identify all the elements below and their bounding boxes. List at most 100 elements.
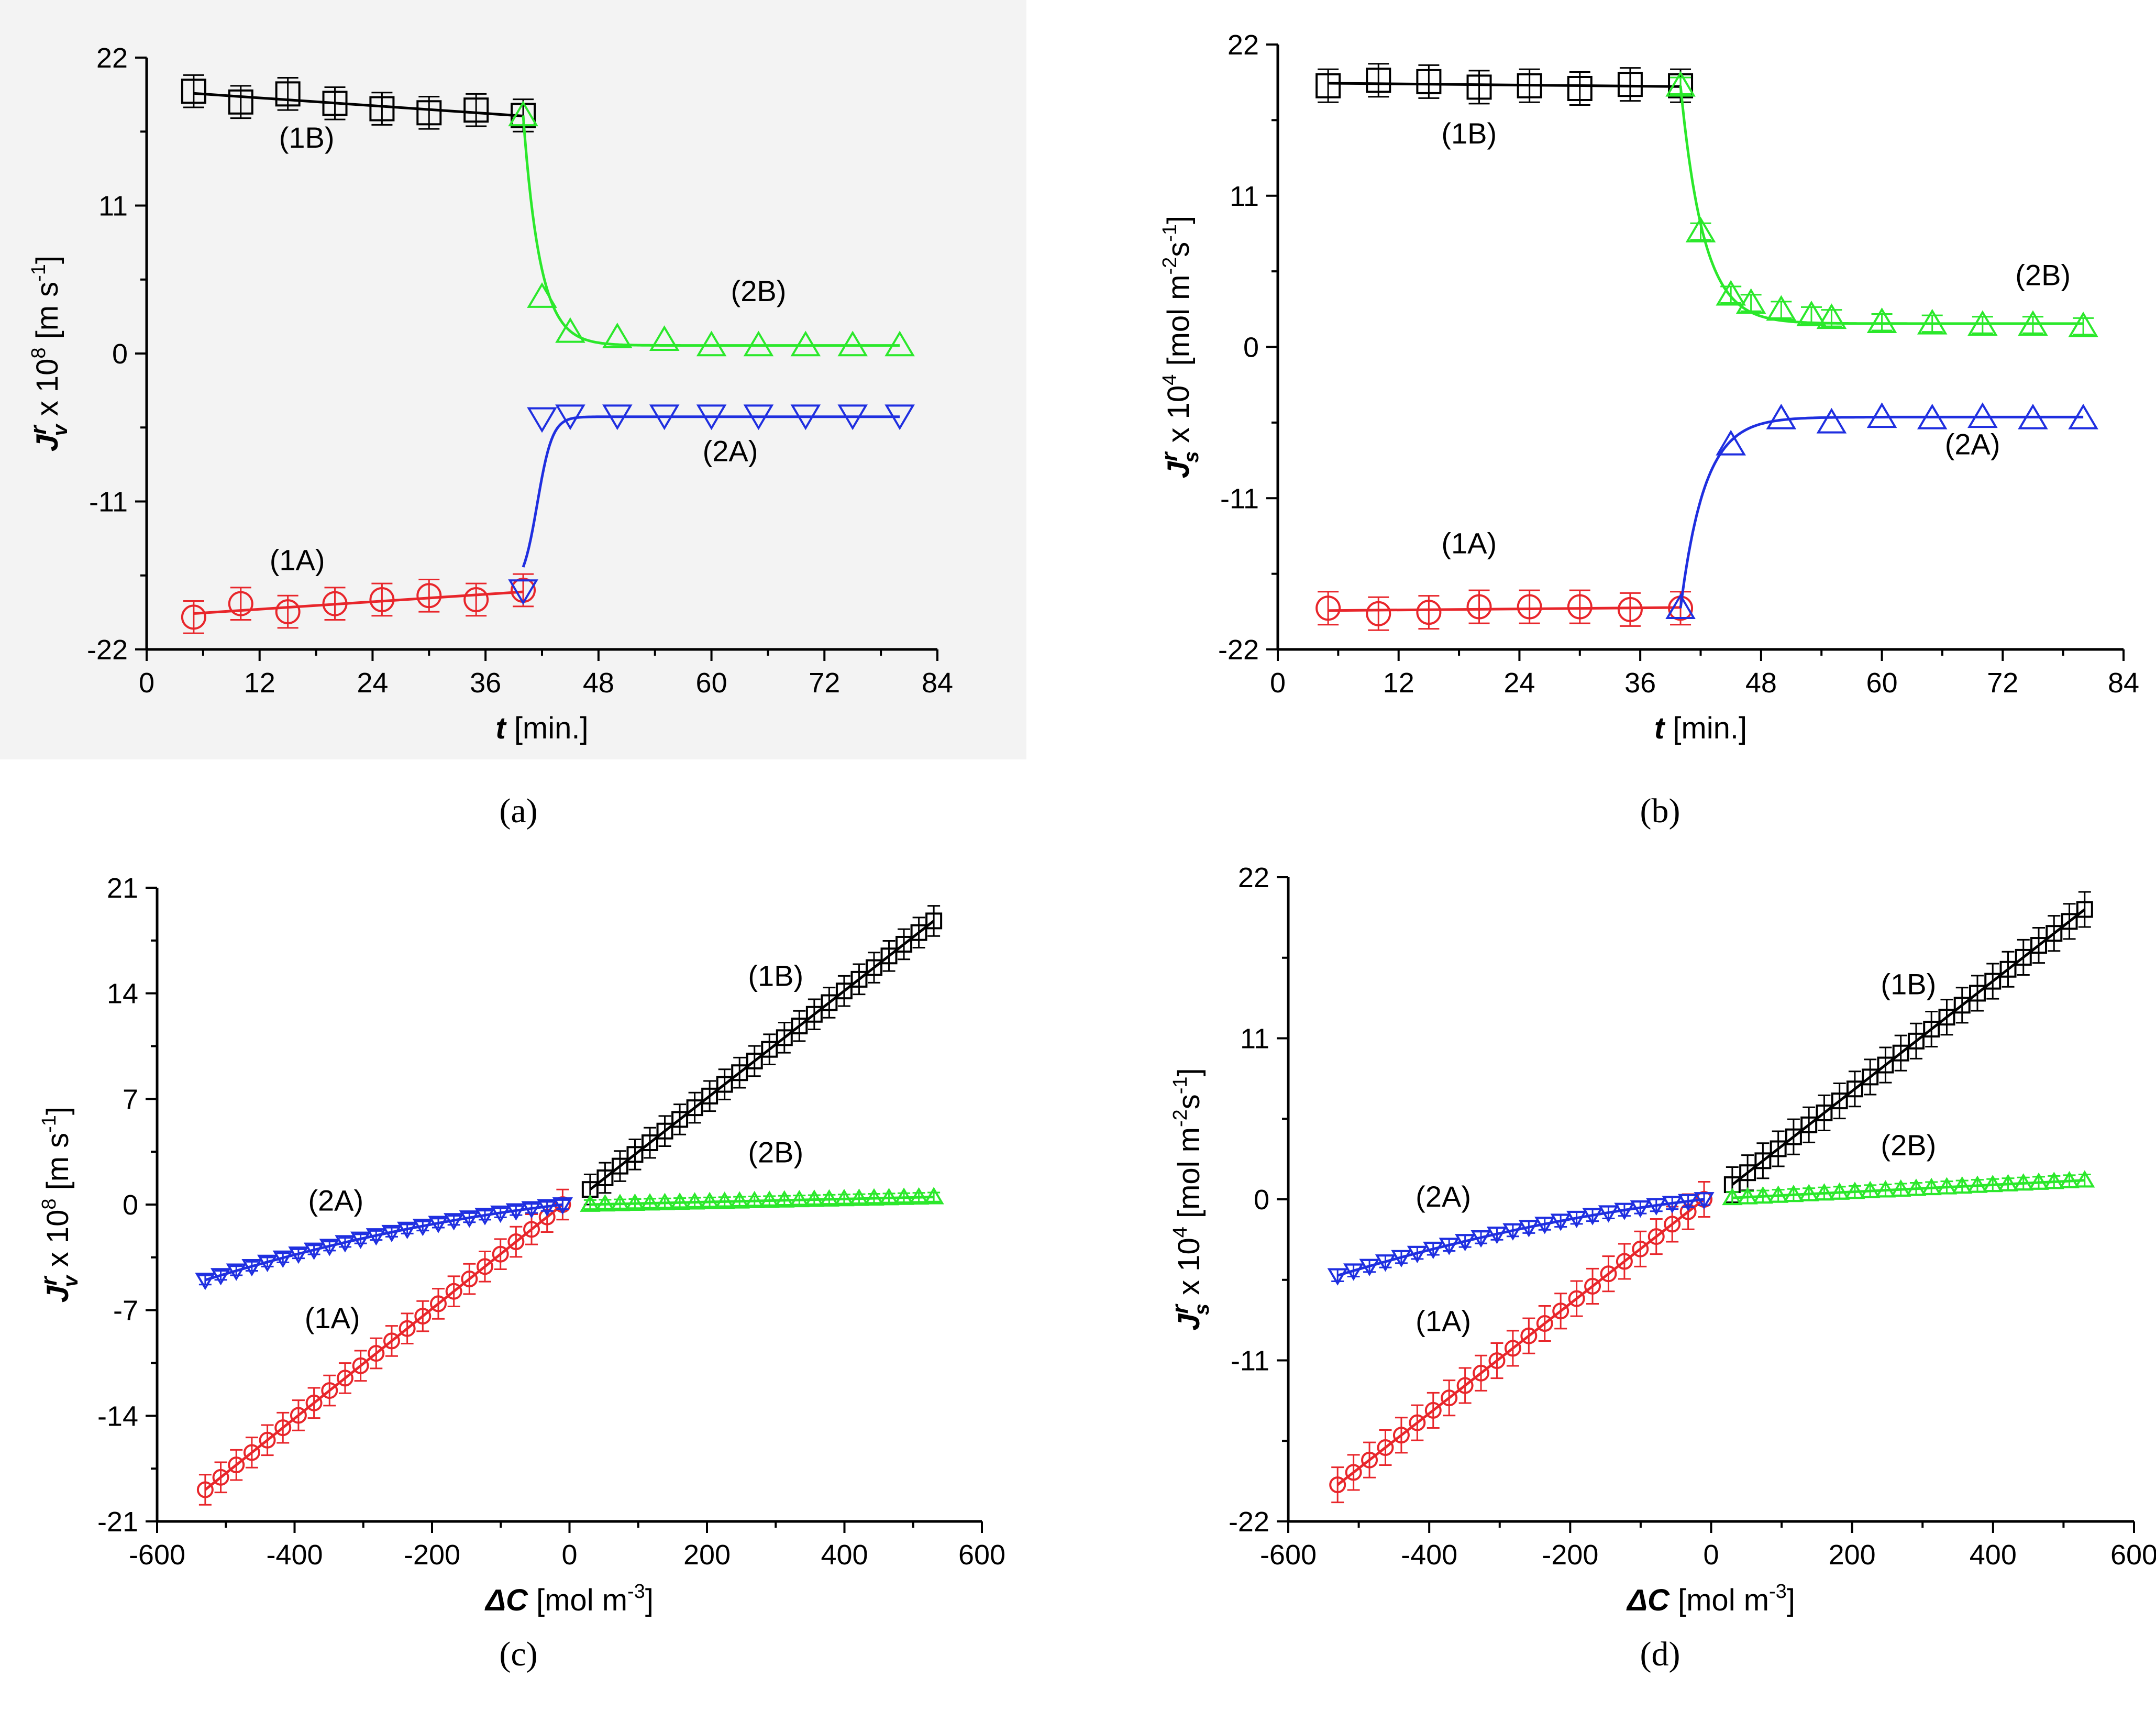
x-tick-label: -400 <box>1401 1539 1457 1571</box>
data-point <box>321 1382 338 1399</box>
data-point <box>350 1231 371 1249</box>
series-red <box>181 573 536 634</box>
data-point <box>527 407 557 433</box>
data-point <box>789 1189 810 1208</box>
error-bar <box>912 917 925 948</box>
data-point <box>908 1187 930 1205</box>
x-tick-label: 72 <box>1987 667 2018 699</box>
error-bar <box>1522 1317 1535 1354</box>
data-point <box>656 1122 673 1140</box>
data-point <box>1456 1377 1474 1394</box>
data-point <box>1967 310 1998 336</box>
data-point <box>272 1250 293 1268</box>
data-point <box>610 1194 631 1211</box>
error-bar <box>432 1288 445 1320</box>
data-point <box>228 1456 245 1474</box>
data-point <box>2028 1172 2049 1190</box>
x-tick-label: 400 <box>821 1539 868 1571</box>
series-green <box>1665 71 2098 337</box>
error-bar <box>1570 1280 1583 1317</box>
data-point <box>1536 1315 1553 1332</box>
error-bar <box>2002 951 2015 988</box>
data-point <box>444 1213 465 1231</box>
error-bar <box>1800 306 1822 325</box>
panel-caption: (b) <box>1640 792 1680 830</box>
data-point <box>1917 403 1948 429</box>
data-point <box>1892 1044 1909 1062</box>
chart-panel-c: -600 -400 -200 0 200 400 600 -21 -14 -7 0 7 14 21 ΔC [… <box>36 873 1005 1673</box>
error-bar <box>1506 1330 1519 1367</box>
data-point <box>1907 1032 1925 1050</box>
data-point <box>1517 594 1542 620</box>
data-point <box>580 1194 601 1212</box>
y-tick-label: -11 <box>1220 483 1259 514</box>
data-point <box>596 1169 614 1186</box>
error-bar <box>1395 1417 1408 1454</box>
data-point <box>1598 1205 1619 1223</box>
data-point <box>1552 1302 1569 1320</box>
series-blue <box>508 404 915 605</box>
error-bar <box>401 1312 414 1345</box>
data-point <box>1502 1223 1523 1241</box>
data-point <box>523 1221 540 1238</box>
data-point <box>1315 595 1341 621</box>
series-black <box>581 905 943 1206</box>
panel-caption: (c) <box>499 1635 537 1673</box>
panel-caption: (a) <box>499 792 537 830</box>
data-point <box>774 1190 795 1208</box>
data-point <box>1582 1208 1603 1226</box>
error-bar <box>463 1212 476 1223</box>
error-bar <box>763 1033 776 1065</box>
fit-line <box>193 92 524 117</box>
data-point <box>429 1295 447 1312</box>
data-point <box>1646 1198 1667 1216</box>
series-green <box>508 101 915 357</box>
data-point <box>2076 901 2093 918</box>
data-point <box>1375 1254 1396 1272</box>
error-bar <box>401 1223 414 1234</box>
data-point <box>416 100 442 126</box>
error-bar <box>628 1198 642 1209</box>
error-bar <box>733 1196 746 1207</box>
error-bar <box>1650 1218 1663 1255</box>
series-black <box>1723 891 2093 1204</box>
data-point <box>804 1189 825 1207</box>
data-point <box>212 1469 229 1486</box>
data-point <box>1936 1177 1958 1195</box>
data-point <box>369 587 395 612</box>
error-bar <box>1618 1243 1631 1280</box>
data-point <box>1359 1259 1380 1276</box>
error-bar <box>1347 1454 1360 1491</box>
data-point <box>319 1239 340 1256</box>
error-bar <box>703 1080 716 1112</box>
y-tick-label: 22 <box>1238 862 1269 893</box>
data-point <box>369 96 395 122</box>
fit-line <box>1679 415 2084 609</box>
series-annotation: (1B) <box>279 121 335 154</box>
series-annotation: (2B) <box>731 274 787 307</box>
fit-line <box>1337 1198 1705 1277</box>
error-bar <box>1787 1118 1800 1155</box>
data-point <box>1752 1186 1773 1204</box>
data-point <box>699 1191 720 1209</box>
series-blue <box>195 1197 573 1290</box>
data-point <box>790 330 821 357</box>
data-point <box>416 583 442 609</box>
data-point <box>1737 1187 1758 1205</box>
data-point <box>2074 1170 2095 1188</box>
data-point <box>746 1052 763 1069</box>
data-point <box>1407 1245 1428 1263</box>
error-bar <box>1379 1429 1392 1466</box>
error-bar <box>2078 891 2091 928</box>
y-axis-title: Jrs x 104 [mol m-2s-1] <box>1157 216 1203 478</box>
series-blue <box>1665 402 2098 619</box>
error-bar <box>1586 1267 1599 1305</box>
data-point <box>671 1111 689 1128</box>
error-bar <box>354 1350 367 1382</box>
series-annotation: (2A) <box>1945 427 2000 460</box>
data-point <box>1678 1194 1699 1211</box>
error-bar <box>703 1196 716 1208</box>
data-point <box>322 91 348 116</box>
error-bar <box>912 1192 925 1203</box>
data-point <box>1766 295 1797 321</box>
